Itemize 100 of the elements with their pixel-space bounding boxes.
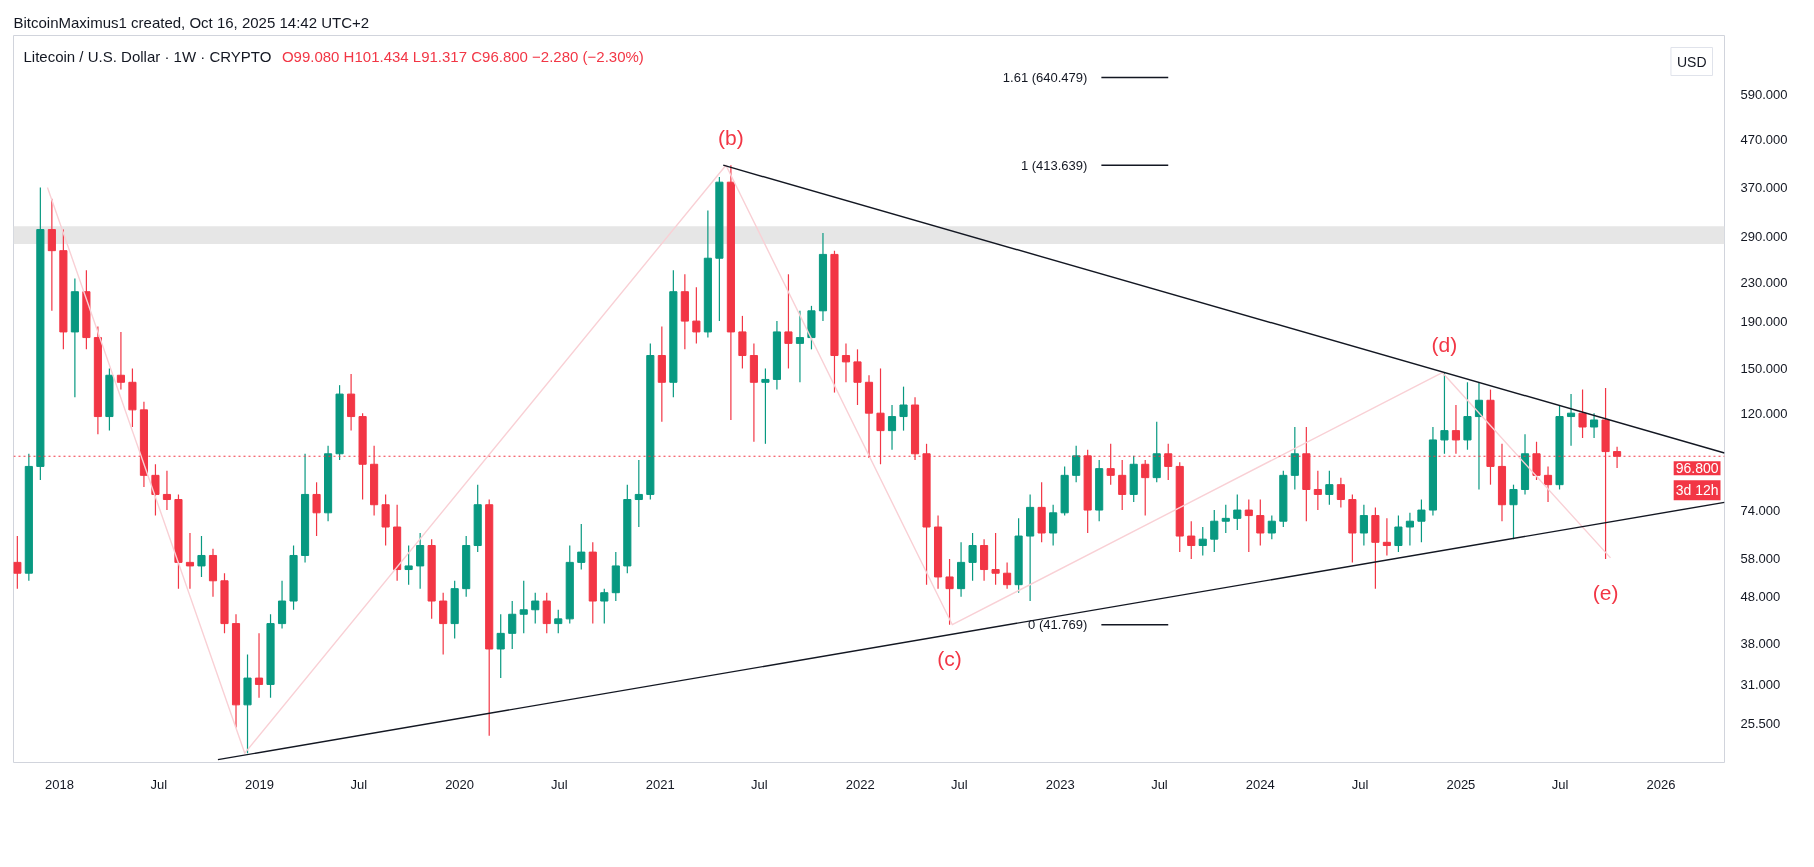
candlestick — [1543, 465, 1553, 503]
candlestick — [1394, 514, 1403, 553]
candlestick — [1417, 498, 1426, 543]
candlestick — [1382, 517, 1391, 557]
candlestick — [162, 470, 172, 511]
y-tick-label: 31.000 — [1740, 676, 1781, 692]
candlestick — [1578, 388, 1587, 439]
candlestick — [1049, 504, 1058, 547]
candlestick — [634, 459, 643, 528]
x-tick-label: 2022 — [845, 776, 875, 792]
y-tick-label: 74.000 — [1740, 502, 1781, 518]
candlestick — [1187, 520, 1196, 560]
candlestick — [277, 580, 287, 630]
candlestick — [887, 404, 897, 451]
candlestick — [1072, 445, 1081, 483]
candlestick — [1256, 498, 1265, 547]
ref-line-label: 96.800 3d 12h — [1675, 460, 1719, 499]
candlestick — [841, 342, 851, 383]
candlestick — [1359, 504, 1368, 547]
candlestick — [1244, 498, 1253, 553]
candlestick — [197, 535, 206, 578]
candlestick — [853, 348, 862, 406]
series-label: 0 (41.769) — [1028, 617, 1088, 633]
candlestick — [185, 532, 195, 590]
candlestick — [439, 592, 448, 656]
candlestick — [554, 609, 563, 634]
y-tick-label: 120.000 — [1740, 405, 1788, 421]
candlestick — [1233, 493, 1242, 531]
candlestick — [416, 532, 425, 590]
series-label: 1.61 (640.479) — [1002, 70, 1088, 86]
x-tick-label: Jul — [551, 776, 568, 792]
x-tick-label: 2025 — [1446, 776, 1476, 792]
candlestick — [347, 373, 356, 432]
annotation: (d) — [1431, 333, 1458, 357]
candlestick — [381, 493, 390, 547]
candlestick — [116, 331, 125, 391]
candlestick — [542, 592, 551, 634]
y-tick-label: 470.000 — [1740, 132, 1788, 148]
candlestick — [1451, 404, 1461, 455]
x-tick-label: 2018 — [45, 776, 74, 792]
candlestick — [496, 613, 505, 679]
y-tick-label: 370.000 — [1740, 180, 1788, 196]
y-tick-label: 290.000 — [1740, 228, 1788, 244]
text: BitcoinMaximus1 created, Oct 16, 2025 14:42 UTC+2 — [13, 13, 370, 31]
x-tick-label: Jul — [1351, 776, 1369, 792]
x-tick-label: 2023 — [1045, 776, 1075, 792]
candlestick — [312, 481, 321, 537]
x-tick-label: Jul — [150, 776, 168, 792]
text: O99.080 H101.434 L91.317 C96.800 −2.280 (−2.30%) — [281, 47, 644, 65]
candlestick — [151, 463, 160, 517]
x-tick-label: Jul — [1551, 776, 1569, 792]
x-tick-label: 2021 — [645, 776, 675, 792]
x-tick-label: 2020 — [445, 776, 475, 792]
candlestick — [1590, 412, 1599, 439]
candlestick — [1210, 509, 1219, 553]
x-tick-label: 2019 — [245, 776, 275, 792]
candlestick — [991, 532, 1000, 586]
candlestick — [761, 367, 770, 445]
y-tick-label: 150.000 — [1740, 360, 1788, 376]
y-tick-label: 590.000 — [1740, 86, 1788, 102]
annotation: (e) — [1592, 581, 1619, 605]
candlestick — [1141, 459, 1150, 517]
x-tick-label: Jul — [1151, 776, 1168, 792]
candlestick — [600, 588, 609, 625]
y-tick-label: 190.000 — [1740, 313, 1788, 329]
y-axis-title: USD — [1676, 53, 1707, 70]
candlestick — [404, 544, 413, 586]
candlestick — [508, 600, 517, 650]
candlestick — [1221, 504, 1230, 534]
candlestick — [968, 532, 977, 582]
candlestick — [1509, 484, 1518, 540]
candlestick — [254, 632, 264, 699]
text: Litecoin / U.S. Dollar · 1W · CRYPTO — [23, 47, 272, 65]
x-tick-label: 2024 — [1245, 776, 1275, 792]
candlestick — [795, 310, 805, 383]
y-tick-label: 48.000 — [1740, 589, 1781, 605]
candlestick — [47, 198, 56, 312]
candlestick — [1566, 393, 1576, 447]
candlestick — [784, 273, 793, 370]
x-tick-label: Jul — [350, 776, 368, 792]
candlestick — [1463, 381, 1472, 451]
candlestick — [1152, 421, 1161, 483]
candlestick — [1290, 426, 1299, 491]
candlestick — [692, 286, 701, 344]
candlestick — [1118, 459, 1127, 511]
candlestick — [519, 580, 528, 634]
annotation: (c) — [937, 647, 962, 671]
x-tick-label: Jul — [751, 776, 768, 792]
candlestick — [13, 535, 22, 590]
candlestick — [1440, 371, 1449, 455]
y-tick-label: 58.000 — [1740, 551, 1781, 567]
candlestick — [738, 315, 747, 370]
candlestick — [1313, 470, 1322, 511]
x-tick-label: 2026 — [1646, 776, 1676, 792]
candlestick — [1336, 477, 1345, 508]
candlestick — [899, 386, 908, 432]
candlestick — [1325, 470, 1334, 506]
candlestick — [1003, 561, 1012, 590]
y-tick-label: 25.500 — [1740, 716, 1781, 732]
candlestick — [1267, 514, 1276, 540]
